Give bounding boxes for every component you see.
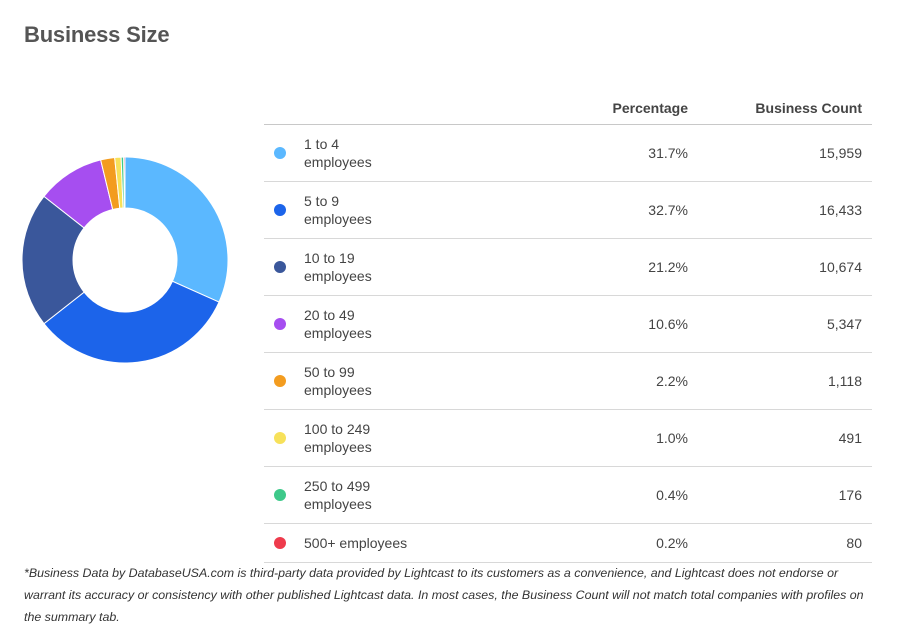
percentage-cell: 21.2%	[504, 238, 698, 296]
header-percentage: Percentage	[504, 92, 698, 125]
donut-slice	[123, 157, 126, 209]
legend-dot	[274, 204, 286, 216]
legend-dot	[274, 147, 286, 159]
header-category	[264, 92, 504, 125]
legend-dot	[274, 432, 286, 444]
legend-dot	[274, 261, 286, 273]
donut-slice	[124, 157, 228, 303]
legend-dot	[274, 537, 286, 549]
table-row: 250 to 499 employees 0.4% 176	[264, 466, 872, 524]
category-label: 10 to 19 employees	[304, 250, 372, 284]
count-cell: 5,347	[698, 295, 872, 353]
table-row: 10 to 19 employees 21.2% 10,674	[264, 238, 872, 296]
count-cell: 491	[698, 409, 872, 467]
count-cell: 10,674	[698, 238, 872, 296]
table-row: 500+ employees 0.2% 80	[264, 523, 872, 563]
donut-slice	[43, 280, 220, 363]
header-business-count: Business Count	[698, 92, 872, 125]
page-title: Business Size	[24, 22, 170, 47]
donut-slice	[22, 195, 85, 325]
percentage-cell: 31.7%	[504, 124, 698, 182]
count-cell: 80	[698, 523, 872, 563]
table-header-row: Percentage Business Count	[264, 92, 872, 125]
table-row: 1 to 4 employees 31.7% 15,959	[264, 124, 872, 182]
category-label: 250 to 499 employees	[304, 478, 372, 512]
category-label: 50 to 99 employees	[304, 364, 372, 398]
table-row: 20 to 49 employees 10.6% 5,347	[264, 295, 872, 353]
category-label: 20 to 49 employees	[304, 307, 372, 341]
table-row: 50 to 99 employees 2.2% 1,118	[264, 352, 872, 410]
table-row: 100 to 249 employees 1.0% 491	[264, 409, 872, 467]
count-cell: 176	[698, 466, 872, 524]
percentage-cell: 0.4%	[504, 466, 698, 524]
percentage-cell: 10.6%	[504, 295, 698, 353]
legend-dot	[274, 375, 286, 387]
business-size-table: Percentage Business Count 1 to 4 employe…	[264, 92, 872, 563]
count-cell: 1,118	[698, 352, 872, 410]
category-label: 100 to 249 employees	[304, 421, 372, 455]
percentage-cell: 32.7%	[504, 181, 698, 239]
donut-chart	[22, 157, 228, 363]
legend-dot	[274, 489, 286, 501]
legend-dot	[274, 318, 286, 330]
footnote: *Business Data by DatabaseUSA.com is thi…	[24, 566, 864, 624]
category-label: 500+ employees	[304, 535, 408, 551]
count-cell: 16,433	[698, 181, 872, 239]
percentage-cell: 1.0%	[504, 409, 698, 467]
percentage-cell: 2.2%	[504, 352, 698, 410]
percentage-cell: 0.2%	[504, 523, 698, 563]
category-label: 5 to 9 employees	[304, 193, 372, 227]
category-label: 1 to 4 employees	[304, 136, 372, 170]
count-cell: 15,959	[698, 124, 872, 182]
table-row: 5 to 9 employees 32.7% 16,433	[264, 181, 872, 239]
